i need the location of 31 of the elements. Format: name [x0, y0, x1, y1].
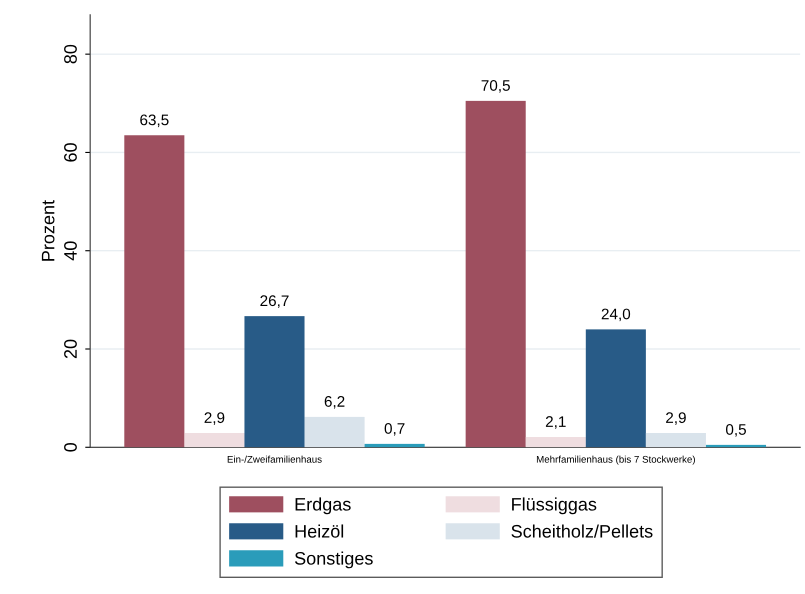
x-tick-label: Ein-/Zweifamilienhaus — [228, 456, 322, 463]
legend-label: Sonstiges — [294, 551, 373, 568]
legend-label: Scheitholz/Pellets — [511, 524, 653, 538]
data-label: 63,5 — [140, 114, 169, 128]
x-tick-label: Mehrfamilienhaus (bis 7 Stockwerke) — [536, 456, 695, 465]
legend-label: Erdgas — [296, 497, 351, 514]
bar — [184, 433, 244, 448]
legend-label: Heizöl — [296, 524, 344, 538]
data-label: 24,0 — [602, 308, 630, 322]
data-label: 26,7 — [260, 295, 289, 308]
data-label: 0,5 — [726, 424, 746, 437]
bar — [646, 433, 706, 448]
y-tick-label: 60 — [64, 143, 77, 162]
y-tick-label: 0 — [64, 442, 77, 452]
data-label: 0,7 — [384, 423, 404, 436]
bar — [586, 329, 646, 448]
data-label: 6,2 — [324, 396, 344, 409]
y-tick-label: 80 — [64, 44, 77, 64]
bar — [244, 316, 305, 448]
y-tick-label: 40 — [64, 241, 77, 260]
y-tick-label: 20 — [64, 340, 77, 358]
legend-label: Flüssiggas — [512, 497, 596, 514]
data-label: 2,9 — [204, 412, 224, 425]
bar — [526, 436, 586, 448]
bar — [124, 135, 184, 448]
data-label: 70,5 — [482, 80, 510, 93]
bar — [304, 416, 365, 448]
data-label: 2,9 — [666, 412, 686, 425]
data-label: 2,1 — [546, 416, 566, 429]
y-axis-title: Prozent — [42, 200, 54, 261]
bar — [466, 100, 526, 448]
